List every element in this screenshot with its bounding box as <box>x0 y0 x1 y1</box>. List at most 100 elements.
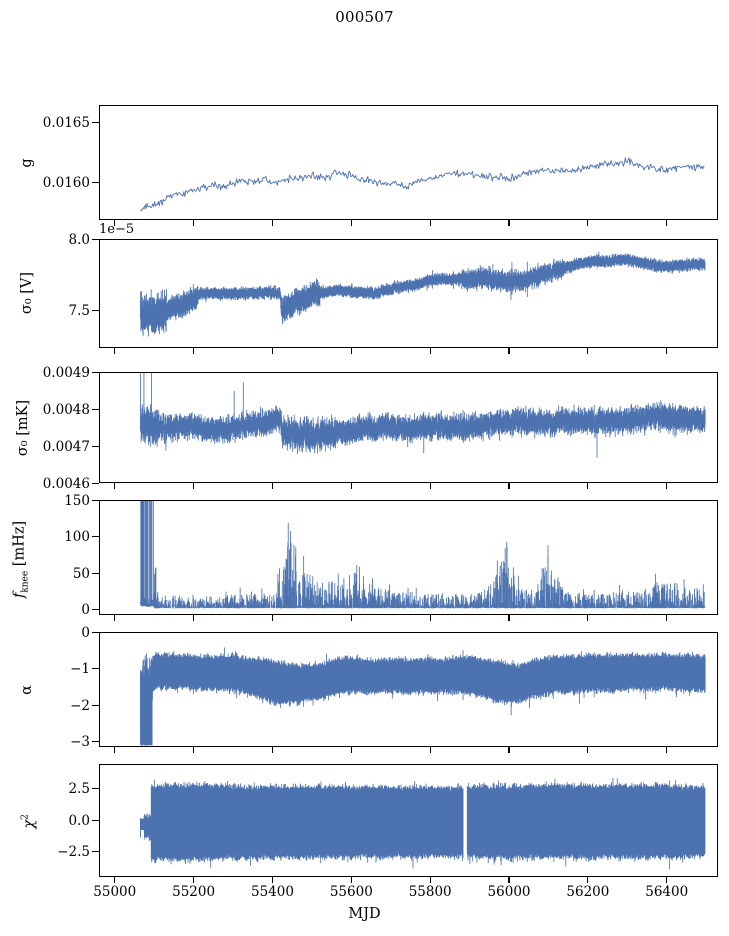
xtickmark <box>508 615 510 621</box>
ytickmark-alpha-3 <box>92 741 99 743</box>
xtick-label-1: 55200 <box>172 884 216 900</box>
ytick-chi2-0: 2.5 <box>68 781 90 797</box>
plot-panel-sigma0-mk <box>99 372 718 483</box>
ytickmark-g-0 <box>92 122 99 124</box>
xtick-label-3: 55600 <box>329 884 373 900</box>
xtickmark <box>114 348 116 354</box>
plot-panel-sigma0-v <box>99 239 718 348</box>
xtickmark <box>271 877 274 883</box>
ytickmark-alpha-1 <box>92 668 99 670</box>
ytickmark-sigma0-mk-1 <box>92 409 99 411</box>
xtickmark <box>508 220 510 226</box>
ytick-alpha-2: −2 <box>70 698 90 714</box>
ytick-sigma0-mk-0: 0.0049 <box>42 365 90 381</box>
xtickmark <box>429 615 431 621</box>
xtickmark <box>666 877 668 883</box>
xtickmark <box>508 877 510 883</box>
yaxis-offset-text-sigma0-v: 1e−5 <box>99 222 135 237</box>
ytick-alpha-1: −1 <box>70 661 90 677</box>
plot-panel-alpha <box>99 632 718 747</box>
xtickmark <box>193 348 195 354</box>
xtickmark <box>350 615 352 621</box>
xtick-label-2: 55400 <box>250 884 294 900</box>
xtickmark <box>193 877 195 883</box>
xtickmark <box>271 220 274 226</box>
ytickmark-g-1 <box>92 182 99 184</box>
plot-panel-g <box>99 105 718 220</box>
xtickmark <box>193 747 195 753</box>
ytick-alpha-3: −3 <box>70 734 90 750</box>
ytickmark-sigma0-v-1 <box>92 310 99 312</box>
ylabel-sigma0-mk: σ₀ [mK] <box>15 399 31 457</box>
xtickmark <box>508 747 510 753</box>
xtickmark <box>114 483 116 489</box>
xtickmark <box>666 747 668 753</box>
ytickmark-sigma0-mk-0 <box>92 372 99 374</box>
figure-title: 000507 <box>335 8 394 26</box>
xtickmark <box>114 877 116 883</box>
xtickmark <box>429 348 431 354</box>
xtickmark <box>114 615 116 621</box>
ytickmark-fknee-0 <box>92 500 99 502</box>
ytickmark-chi2-1 <box>92 820 99 822</box>
xtickmark <box>429 483 431 489</box>
xtickmark <box>271 348 274 354</box>
xtickmark <box>429 877 431 883</box>
ytick-fknee-1: 100 <box>64 529 90 545</box>
ytickmark-sigma0-v-0 <box>92 239 99 241</box>
xtickmark <box>508 348 510 354</box>
xtickmark <box>193 220 195 226</box>
xtick-label-7: 56400 <box>645 884 689 900</box>
xtickmark <box>193 615 195 621</box>
xtickmark <box>350 348 352 354</box>
xtickmark <box>429 747 431 753</box>
xtickmark <box>587 747 589 753</box>
xtickmark <box>587 877 589 883</box>
ytick-fknee-3: 0 <box>81 602 90 618</box>
xtickmark <box>271 483 274 489</box>
ytick-sigma0-mk-3: 0.0046 <box>42 476 90 492</box>
ytickmark-sigma0-mk-2 <box>92 446 99 448</box>
ytickmark-fknee-3 <box>92 609 99 611</box>
xlabel-mjd: MJD <box>348 906 381 922</box>
xtickmark <box>587 615 589 621</box>
xtickmark <box>508 483 510 489</box>
xtickmark <box>350 877 352 883</box>
xtickmark <box>666 220 668 226</box>
xtickmark <box>271 747 274 753</box>
ytick-g-1: 0.0160 <box>42 175 90 191</box>
ytick-chi2-2: −2.5 <box>57 844 90 860</box>
xtickmark <box>429 220 431 226</box>
xtick-label-4: 55800 <box>408 884 452 900</box>
ytickmark-chi2-2 <box>92 851 99 853</box>
xtickmark <box>350 220 352 226</box>
xtick-label-0: 55000 <box>93 884 137 900</box>
ytick-fknee-2: 50 <box>72 566 90 582</box>
ytickmark-alpha-0 <box>92 632 99 634</box>
xtick-label-5: 56000 <box>487 884 531 900</box>
xtickmark <box>271 615 274 621</box>
ytickmark-fknee-1 <box>92 536 99 538</box>
ytick-g-0: 0.0165 <box>42 115 90 131</box>
plot-panel-fknee <box>99 500 718 615</box>
xtickmark <box>587 348 589 354</box>
ytickmark-chi2-0 <box>92 788 99 790</box>
ytick-chi2-1: 0.0 <box>68 813 90 829</box>
ytick-sigma0-v-0: 8.0 <box>68 232 90 248</box>
ytickmark-sigma0-mk-3 <box>92 483 99 485</box>
xtickmark <box>587 220 589 226</box>
ytickmark-alpha-2 <box>92 705 99 707</box>
xtickmark <box>350 483 352 489</box>
ytick-alpha-0: 0 <box>81 625 90 641</box>
xtickmark <box>350 747 352 753</box>
xtickmark <box>193 483 195 489</box>
ytickmark-fknee-2 <box>92 573 99 575</box>
xtickmark <box>666 483 668 489</box>
ytick-sigma0-v-1: 7.5 <box>68 303 90 319</box>
ytick-sigma0-mk-1: 0.0048 <box>42 402 90 418</box>
ytick-fknee-0: 150 <box>64 493 90 509</box>
xtickmark <box>114 220 116 226</box>
xtickmark <box>666 615 668 621</box>
xtick-label-6: 56200 <box>566 884 610 900</box>
